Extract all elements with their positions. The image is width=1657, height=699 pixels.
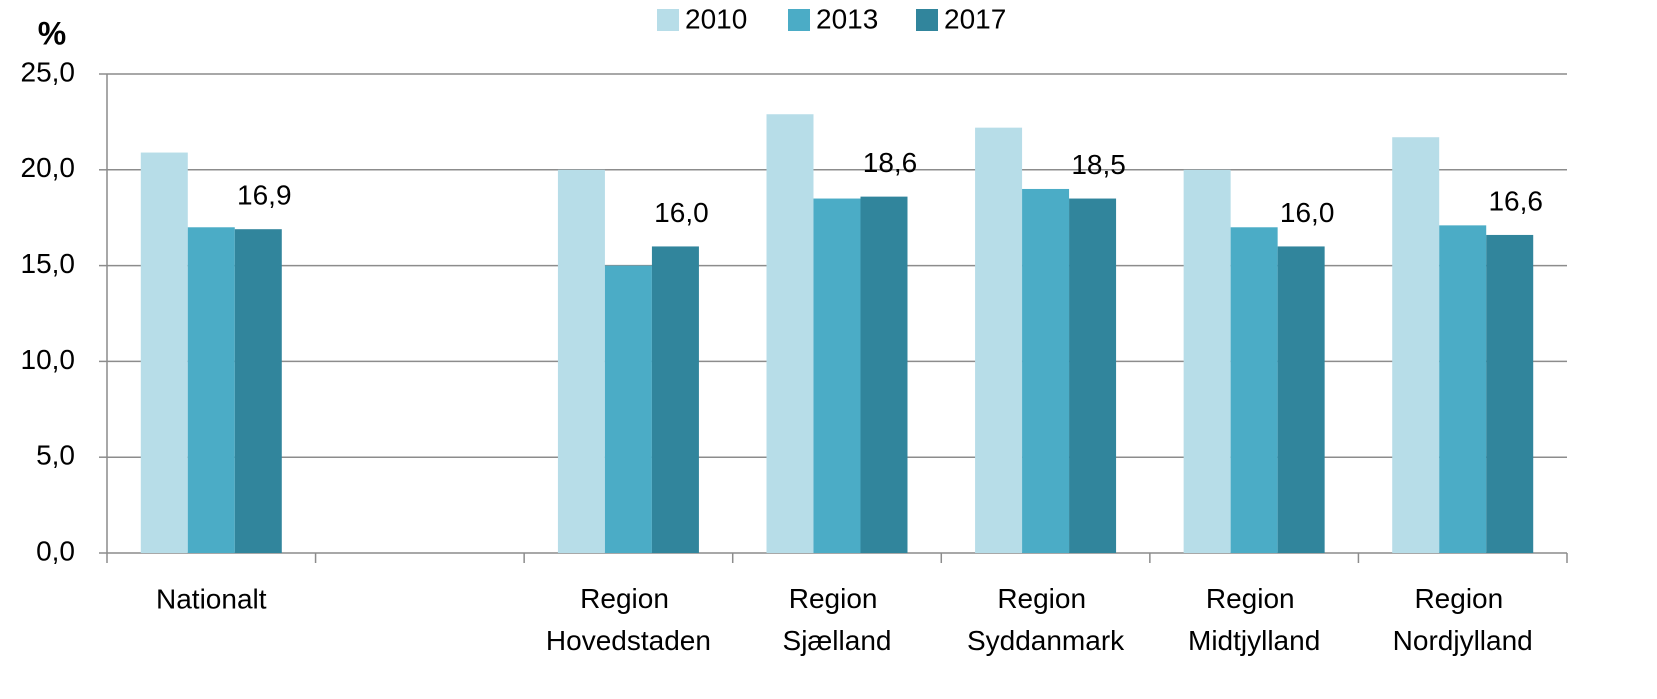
bar: [860, 196, 908, 553]
bar: [604, 265, 652, 553]
y-tick-label: 20,0: [21, 152, 76, 183]
x-tick-label-line: Region: [789, 583, 886, 614]
data-label: 16,9: [237, 180, 292, 211]
legend-swatch: [916, 9, 938, 31]
bar: [140, 152, 188, 553]
x-tick-label: Region Midtjylland: [1188, 583, 1320, 656]
bar: [234, 229, 282, 554]
legend-label: 2013: [816, 3, 878, 34]
bar: [1486, 234, 1534, 553]
x-tick-label-line: Hovedstaden: [546, 625, 711, 656]
bar: [1439, 225, 1487, 553]
x-tick-label-line: Midtjylland: [1188, 625, 1320, 656]
x-tick-label-line: Region: [997, 583, 1094, 614]
data-label: 16,0: [1280, 197, 1335, 228]
y-tick-label: 0,0: [36, 535, 75, 566]
bar: [557, 169, 605, 554]
data-label: 16,0: [654, 197, 709, 228]
data-label: 18,6: [863, 147, 918, 178]
bar: [187, 227, 235, 553]
y-unit-label: %: [38, 15, 66, 51]
bar: [813, 198, 861, 554]
bar: [651, 246, 699, 553]
y-tick-label: 5,0: [36, 440, 75, 471]
x-tick-label: Nationalt: [156, 583, 267, 614]
bar: [1277, 246, 1325, 553]
x-tick-label-line: Region: [1414, 583, 1511, 614]
bar: [1022, 188, 1070, 553]
legend-swatch: [788, 9, 810, 31]
legend-swatch: [657, 9, 679, 31]
data-label: 18,5: [1071, 149, 1126, 180]
data-label: 16,6: [1488, 185, 1543, 216]
bar: [975, 127, 1023, 553]
bar: [1392, 137, 1440, 553]
x-tick-label-line: Region: [580, 583, 677, 614]
legend-label: 2017: [944, 3, 1006, 34]
x-tick-label-line: Syddanmark: [967, 625, 1125, 656]
y-tick-label: 10,0: [21, 344, 76, 375]
x-tick-label: Region Syddanmark: [967, 583, 1125, 656]
x-tick-label: Region Nordjylland: [1393, 583, 1533, 656]
x-tick-label: Region Hovedstaden: [546, 583, 711, 656]
x-tick-label-line: Sjælland: [783, 625, 892, 656]
y-tick-label: 15,0: [21, 248, 76, 279]
legend-label: 2010: [685, 3, 747, 34]
y-tick-label: 25,0: [21, 56, 76, 87]
bar: [766, 114, 814, 554]
bar: [1230, 227, 1278, 553]
bar: [1069, 198, 1117, 554]
x-tick-label: Region Sjælland: [783, 583, 892, 656]
bar: [1183, 169, 1231, 554]
x-tick-label-line: Nordjylland: [1393, 625, 1533, 656]
x-tick-label-line: Region: [1206, 583, 1303, 614]
